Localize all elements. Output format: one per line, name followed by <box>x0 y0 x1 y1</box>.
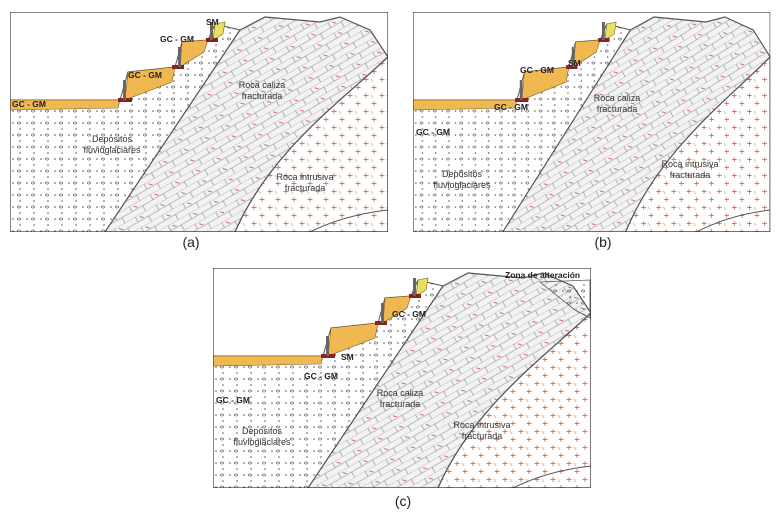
label: Zona de alteración <box>505 270 580 280</box>
unit-label: Depósitos <box>92 134 133 144</box>
label: GC - GM <box>160 34 194 44</box>
label: GC - GM <box>304 371 338 381</box>
unit-label: Roca caliza <box>239 80 286 90</box>
caption: (c) <box>395 493 411 509</box>
caption: (b) <box>594 234 611 250</box>
label: GC - GM <box>216 395 250 405</box>
unit-label: Depósitos <box>442 169 483 179</box>
label: GC - GM <box>128 70 162 80</box>
caption: (a) <box>182 234 199 250</box>
unit-label: Depósitos <box>242 426 283 436</box>
panel-a: SM GC - GM GC - GM GC - GM Roca caliza f… <box>10 12 388 250</box>
unit-label: fluvioglaciares <box>83 145 141 155</box>
unit-label: fracturada <box>462 431 503 441</box>
label: GC - GM <box>494 102 528 112</box>
unit-label: Roca intrusiva <box>661 159 718 169</box>
unit-label: Roca intrusiva <box>453 420 510 430</box>
unit-label: fracturada <box>670 170 711 180</box>
label: SM <box>568 58 581 68</box>
panel-b: SM GC - GM GC - GM GC - GM Roca caliza f… <box>413 12 770 250</box>
unit-label: fracturada <box>597 104 638 114</box>
unit-label: Roca caliza <box>594 93 641 103</box>
unit-label: Roca intrusiva <box>276 172 333 182</box>
unit-label: fluvioglaciares <box>233 437 291 447</box>
label: SM <box>341 352 354 362</box>
label: SM <box>206 17 219 27</box>
panel-c: Zona de alteración GC - GM SM GC - GM GC… <box>213 268 591 509</box>
label: GC - GM <box>416 127 450 137</box>
unit-label: fracturada <box>242 91 283 101</box>
unit-label: Roca caliza <box>377 388 424 398</box>
unit-label: fracturada <box>380 399 421 409</box>
unit-label: fracturada <box>285 183 326 193</box>
figure: SM GC - GM GC - GM GC - GM Roca caliza f… <box>0 0 777 514</box>
label: GC - GM <box>520 65 554 75</box>
label: GC - GM <box>392 309 426 319</box>
unit-label: fluvioglaciares <box>433 180 491 190</box>
label: GC - GM <box>12 99 46 109</box>
